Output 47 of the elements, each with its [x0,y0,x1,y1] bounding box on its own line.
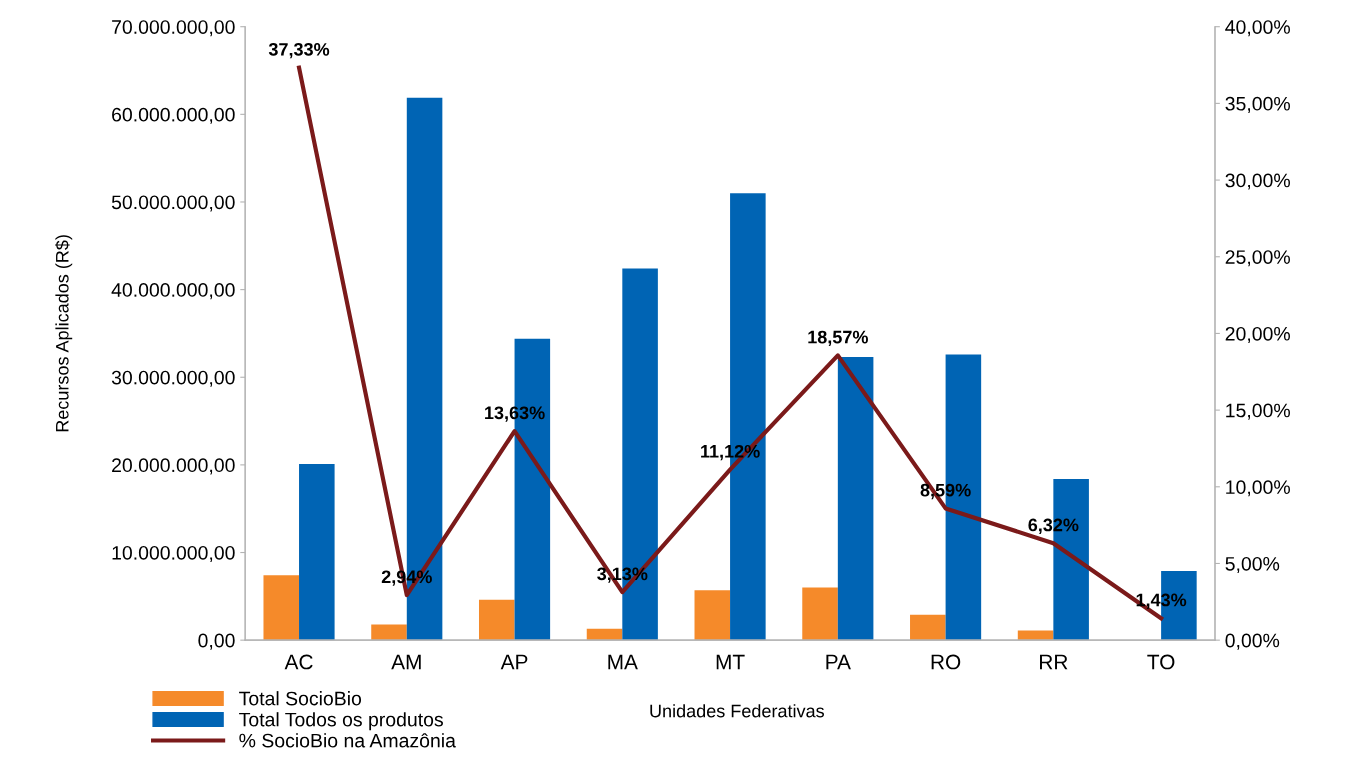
y2-tick-label: 10,00% [1226,480,1290,497]
x-tick-label: MA [608,654,638,670]
x-tick-label: RO [931,654,961,670]
y2-tick-label: 15,00% [1226,403,1290,420]
y-tick-label: 70.000.000,00 [112,20,235,37]
x-axis-title: Unidades Federativas [650,704,824,718]
legend-label: % SocioBio na Amazônia [239,733,456,748]
y2-tick-label: 35,00% [1225,96,1290,113]
bar [694,590,731,641]
y-axis-title: Recursos Aplicados (R$) [55,235,73,432]
y-tick-label: 40.000.000,00 [111,283,235,300]
y-tick-label: 50.000.000,00 [111,195,235,212]
bar [1017,630,1054,641]
y-tick-label: 30.000.000,00 [111,370,235,387]
x-tick-label: AC [284,654,313,670]
y-tick-label: 0,00 [198,633,235,650]
data-label: 11,12% [701,444,760,461]
legend-label: Total Todos os produtos [239,712,443,731]
bar [299,464,335,641]
y-tick-label: 60.000.000,00 [112,107,235,124]
x-tick-label: AM [391,654,421,670]
data-label: 2,94% [381,570,432,586]
x-tick-label: AP [500,654,528,670]
y-tick-label: 10.000.000,00 [112,545,235,563]
y2-tick-label: 40,00% [1225,20,1290,37]
data-label: 8,59% [920,483,971,500]
legend-label: Total SocioBio [239,691,362,706]
data-label: 3,13% [597,567,648,583]
bar [802,587,838,641]
data-label: 37,33% [268,42,330,59]
y2-tick-label: 25,00% [1225,250,1290,267]
x-tick-label: TO [1147,654,1175,670]
x-tick-label: RR [1040,654,1068,670]
bar [263,575,300,641]
y2-tick-label: 5,00% [1225,556,1280,574]
bar [586,628,623,641]
y2-tick-label: 30,00% [1225,173,1290,190]
x-tick-label: PA [826,654,851,670]
y2-tick-label: 20,00% [1225,326,1290,343]
y-tick-label: 20.000.000,00 [112,458,235,475]
y2-tick-label: 0,00% [1225,633,1280,650]
bar [910,614,946,641]
bar [837,357,874,641]
bar [478,599,515,641]
x-tick-label: MT [716,654,745,670]
bar [371,624,407,641]
data-label: 18,57% [808,330,868,347]
